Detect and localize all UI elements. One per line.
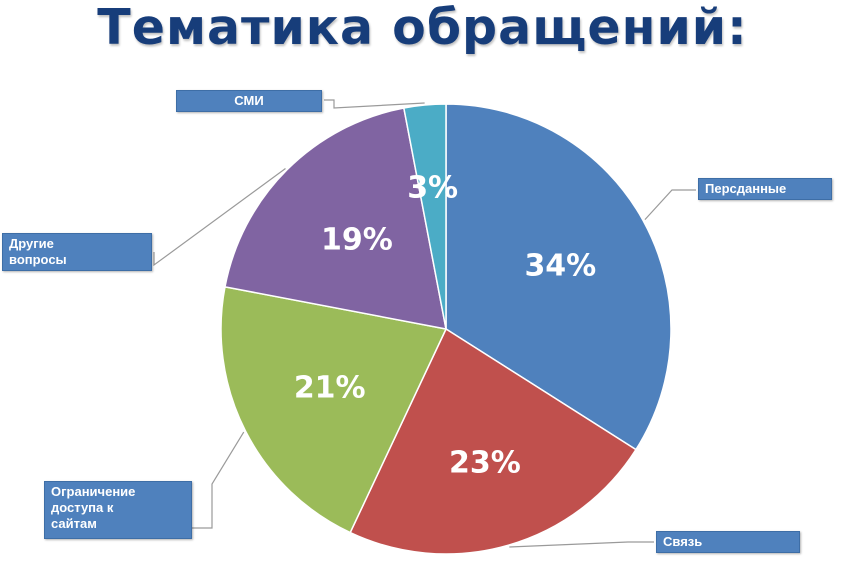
category-label-svyaz: Связь [656, 531, 800, 553]
leader-lines [153, 99, 696, 548]
chart-title: Тематика обращений: [97, 0, 748, 56]
pie-slice-drugie-voprosy [224, 107, 447, 330]
pie-slice-ogranichenie [220, 285, 448, 534]
leader-line-persdannye [644, 189, 696, 221]
category-label-ogranichenie: Ограничение доступа к сайтам [44, 481, 192, 539]
category-label-smi: СМИ [176, 90, 322, 112]
percent-label-drugie-voprosy: 19% [321, 222, 393, 257]
leader-line-ogranichenie [192, 431, 245, 529]
percent-label-ogranichenie: 21% [294, 371, 366, 406]
percent-label-persdannye: 34% [524, 249, 596, 284]
leader-line-svyaz [509, 541, 654, 548]
percent-labels: 34% 23% 21% 19% 3% [294, 170, 596, 480]
percent-label-smi: 3% [407, 170, 458, 205]
pie-slice-svyaz [349, 327, 638, 555]
percent-label-svyaz: 23% [449, 445, 521, 480]
category-label-drugie-voprosy: Другие вопросы [2, 233, 152, 271]
pie-slices [220, 103, 672, 555]
pie-slice-persdannye [445, 103, 672, 451]
pie-slice-smi [402, 103, 447, 330]
category-label-persdannye: Персданные [698, 178, 832, 200]
leader-line-smi [324, 99, 425, 109]
leader-line-drugie-voprosy [153, 168, 286, 267]
